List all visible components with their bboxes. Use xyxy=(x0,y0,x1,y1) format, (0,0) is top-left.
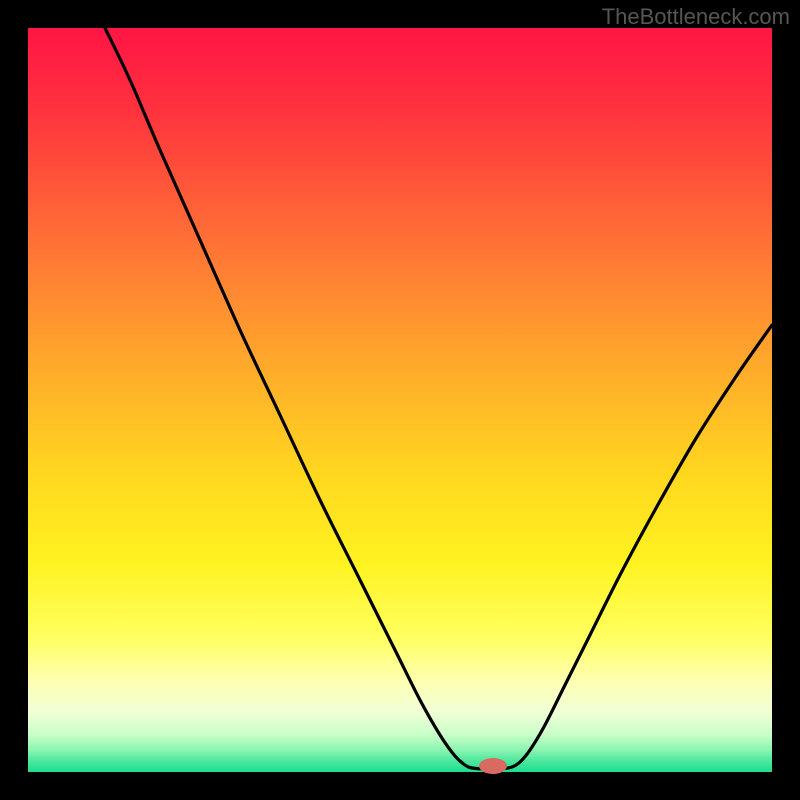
watermark-text: TheBottleneck.com xyxy=(602,4,790,30)
bottleneck-chart xyxy=(0,0,800,800)
optimal-marker xyxy=(479,758,507,774)
chart-container: TheBottleneck.com xyxy=(0,0,800,800)
